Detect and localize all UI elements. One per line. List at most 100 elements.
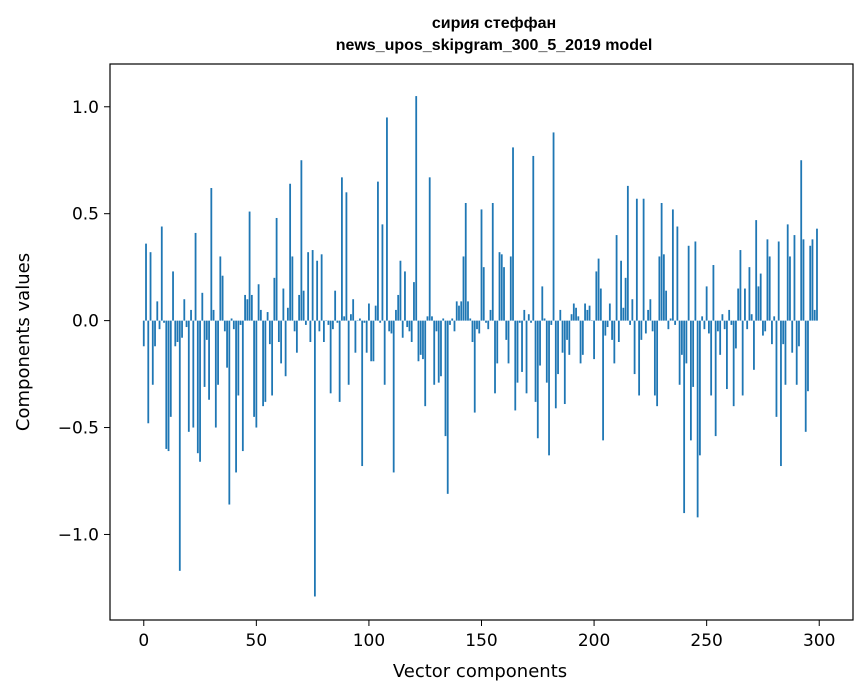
bar [539,320,541,366]
bar [318,320,321,332]
bar [615,235,618,321]
bar [266,312,269,321]
bar [491,203,494,321]
bar [482,267,485,321]
bar [588,305,591,321]
bar [268,320,271,345]
bar [313,320,316,597]
bar [617,320,620,342]
bar [717,320,719,332]
bar [759,273,762,321]
bar [563,320,566,405]
bar [255,320,258,428]
bar [377,181,379,321]
bar [320,254,323,321]
bar [638,320,641,396]
bar [169,320,172,417]
bar [383,320,386,385]
bar [397,294,400,321]
bar [410,320,413,342]
bar [703,320,706,330]
bar [354,320,357,353]
bar [201,292,204,321]
bar [525,320,528,394]
bar [145,243,147,321]
bar [789,256,791,321]
bar [800,160,803,321]
bar [417,320,420,362]
bar [160,226,163,321]
bar [336,320,339,323]
bar [426,316,429,321]
x-tick-label: 250 [690,631,722,651]
bar [473,320,476,413]
bar [298,294,301,321]
bar [237,320,240,396]
bar [809,245,812,321]
bar [192,320,195,428]
bar [676,226,679,321]
bar [505,320,508,340]
bar [534,320,537,402]
bar [307,252,310,321]
bar [302,290,305,321]
bar [816,228,818,321]
bar [570,314,573,321]
bar [658,256,661,321]
bar [784,320,787,385]
bar [392,320,395,473]
bar [165,320,168,449]
bar [300,160,303,321]
bar [750,314,753,321]
bar [735,320,737,349]
bar [316,260,319,321]
bar [280,320,283,364]
bar [446,320,449,494]
bar [572,303,575,321]
bar [181,320,183,338]
bar [239,320,242,325]
bar [455,301,458,321]
bar [368,303,370,321]
bar [338,320,341,402]
bar [282,288,285,321]
bar [273,277,276,321]
bar [786,224,789,321]
bar [536,320,539,439]
bar [386,117,388,321]
bar [671,209,674,321]
bar [467,301,469,321]
bar [744,288,746,321]
bar [802,239,805,321]
y-tick-label: 0.0 [72,312,99,332]
bar [334,290,337,321]
bar [595,271,598,321]
bar [347,320,350,385]
plot-frame [109,63,854,621]
bar [415,96,418,321]
bar [428,177,431,321]
bar [187,320,190,432]
bar [530,320,532,323]
bar [678,320,681,385]
bar [732,320,735,407]
bar [705,286,708,321]
bar [219,256,222,321]
bar [399,260,402,321]
x-tick-label: 150 [465,631,497,651]
bar [543,318,546,321]
bar [332,320,334,330]
bar [575,307,577,321]
bar [199,320,201,462]
bar [286,307,289,321]
bar [476,320,478,330]
bar [500,254,503,321]
bar [271,320,274,396]
bar [804,320,807,432]
bar [674,320,677,325]
bar [807,320,809,392]
bar [178,320,181,571]
bar [413,282,415,321]
bar [613,320,616,364]
